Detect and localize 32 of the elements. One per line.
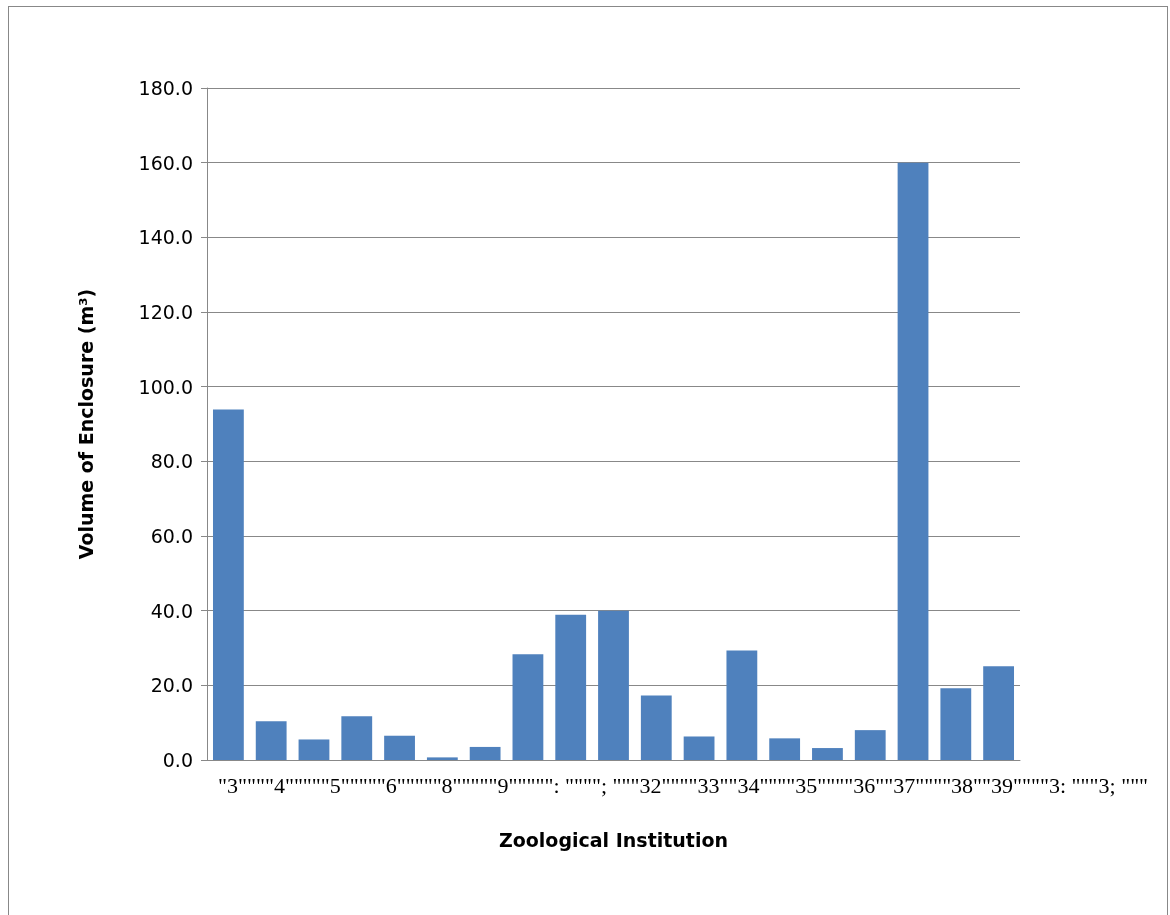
bar bbox=[940, 688, 972, 760]
y-tick-label: 60.0 bbox=[150, 525, 193, 547]
bar bbox=[555, 614, 587, 760]
bar bbox=[683, 736, 715, 760]
bar bbox=[983, 666, 1015, 760]
bar bbox=[255, 721, 287, 760]
bar bbox=[512, 654, 544, 760]
bar bbox=[384, 735, 415, 760]
y-tick-label: 160.0 bbox=[138, 151, 193, 174]
bar bbox=[298, 739, 330, 760]
y-tick-label: 40.0 bbox=[150, 599, 193, 622]
y-tick-label: 180.0 bbox=[138, 77, 193, 99]
y-tick-label: 20.0 bbox=[150, 674, 193, 697]
y-tick-label: 120.0 bbox=[138, 301, 193, 323]
y-tick-label: 0.0 bbox=[162, 749, 193, 771]
bar bbox=[726, 650, 758, 760]
bar bbox=[426, 757, 458, 760]
bar bbox=[469, 746, 501, 760]
bar bbox=[812, 748, 843, 760]
y-tick-label: 100.0 bbox=[138, 375, 193, 398]
y-tick-label: 140.0 bbox=[138, 226, 193, 249]
text: "3""""4"""""5"""""6"""""8"""""9""""": """"; """32""""33""34""""35""""36""37""""38""39""""3: """3; """ bbox=[218, 772, 1149, 798]
bar bbox=[897, 162, 929, 760]
y-tick-label: 80.0 bbox=[150, 450, 193, 473]
bar bbox=[341, 716, 373, 760]
bar bbox=[769, 738, 801, 760]
bar bbox=[854, 730, 886, 760]
bar bbox=[598, 610, 629, 760]
bar bbox=[212, 409, 244, 760]
y-axis-title: Volume of Enclosure (m³) bbox=[74, 288, 97, 560]
bar bbox=[640, 695, 672, 760]
x-axis-title: Zoological Institution bbox=[498, 828, 729, 851]
